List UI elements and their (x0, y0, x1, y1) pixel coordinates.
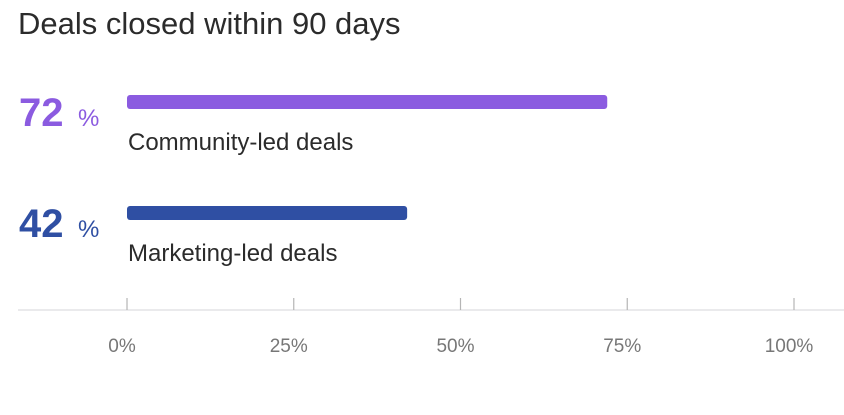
chart-title: Deals closed within 90 days (18, 6, 401, 41)
x-tick-label-4: 75% (603, 336, 641, 357)
value-label-2: 42 (19, 202, 64, 246)
category-label-2: Marketing-led deals (128, 240, 337, 267)
category-label-1: Community-led deals (128, 129, 353, 156)
bar-1 (127, 95, 608, 109)
x-tick-label-1: 0% (108, 336, 136, 357)
x-tick-label-5: 100% (765, 336, 814, 357)
value-suffix-2: % (78, 216, 99, 243)
value-label-1: 72 (19, 91, 64, 135)
x-tick-label-2: 25% (270, 336, 308, 357)
bar-2 (127, 206, 408, 220)
value-suffix-1: % (78, 105, 99, 132)
x-tick-label-3: 50% (436, 336, 474, 357)
